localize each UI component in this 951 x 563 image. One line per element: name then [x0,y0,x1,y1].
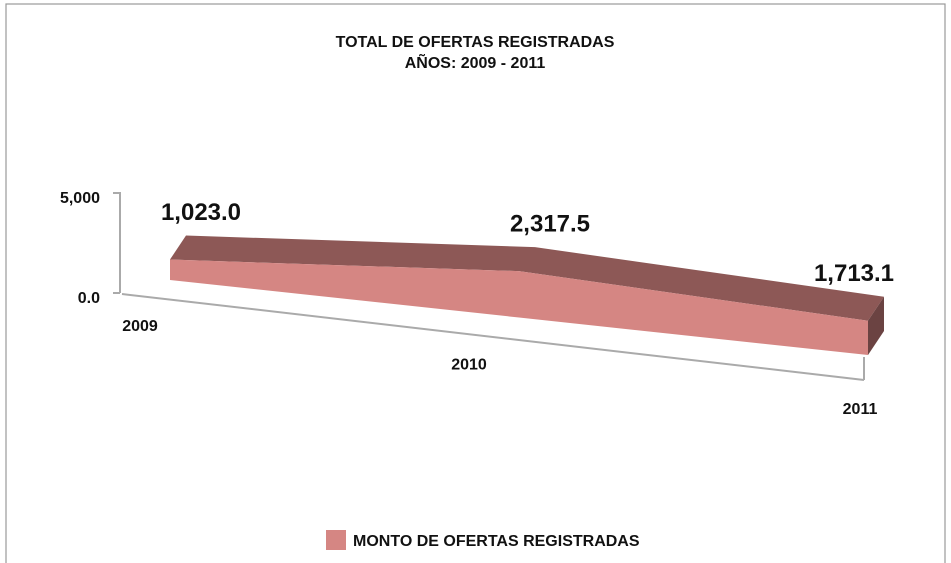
frame [5,3,946,563]
floor-axis [121,293,865,381]
chart-title: TOTAL DE OFERTAS REGISTRADAS [336,34,615,51]
ribbon-top [170,235,884,321]
value-label: 1,023.0 [161,199,241,226]
legend-label: MONTO DE OFERTAS REGISTRADAS [353,533,640,550]
legend-swatch [326,530,346,550]
ribbon-end [868,296,884,355]
chart-subtitle: AÑOS: 2009 - 2011 [405,52,546,72]
x-tick-label: 2011 [843,401,878,418]
y-tick-label: 5,000 [60,190,100,207]
ribbon-front [170,259,868,355]
value-label: 1,713.1 [814,260,894,287]
x-tick-label: 2009 [122,318,158,335]
y-tick-label: 0.0 [78,290,100,307]
x-tick-label: 2010 [451,357,487,374]
value-label: 2,317.5 [510,210,590,237]
